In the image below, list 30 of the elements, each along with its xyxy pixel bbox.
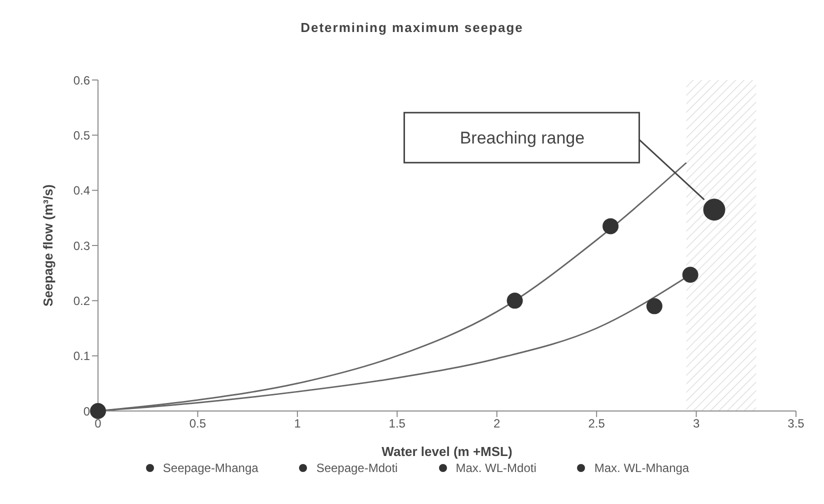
chart-title: Determining maximum seepage <box>300 20 524 35</box>
x-tick-label: 3 <box>692 416 700 431</box>
x-tick-label: 0.5 <box>189 416 206 431</box>
y-tick-label: 0.3 <box>73 238 90 253</box>
x-tick-label: 1.5 <box>388 416 406 431</box>
point <box>90 403 106 419</box>
point <box>703 198 726 221</box>
y-tick-label: 0.2 <box>73 294 90 308</box>
y-axis-title: Seepage flow (m³/s) <box>40 184 56 307</box>
point <box>682 266 698 283</box>
legend-label: Seepage-Mhanga <box>162 461 258 475</box>
point <box>602 218 619 234</box>
x-tick-label: 1 <box>294 416 302 431</box>
y-tick-label: 0.1 <box>73 349 90 364</box>
y-tick-label: 0.4 <box>73 184 90 198</box>
annotation: Breaching range <box>460 128 585 148</box>
point <box>646 298 662 314</box>
legend-label: Seepage-Mdoti <box>316 461 398 475</box>
x-tick-label: 3.5 <box>788 416 805 431</box>
y-tick-label: 0.5 <box>73 128 90 142</box>
y-tick-label: 0.6 <box>73 73 90 88</box>
callout-box: Breaching range <box>403 112 705 200</box>
x-tick-label: 2 <box>494 416 501 431</box>
point <box>506 292 523 309</box>
legend-label: Max. WL-Mhanga <box>594 461 690 475</box>
x-tick-label: 2.5 <box>588 416 606 431</box>
legend-label: Max. WL-Mdoti <box>456 461 536 475</box>
x-axis-title: Water level (m +MSL) <box>382 444 512 459</box>
x-tick-label: 0 <box>94 416 102 431</box>
y-tick-label: 0 <box>83 404 90 418</box>
